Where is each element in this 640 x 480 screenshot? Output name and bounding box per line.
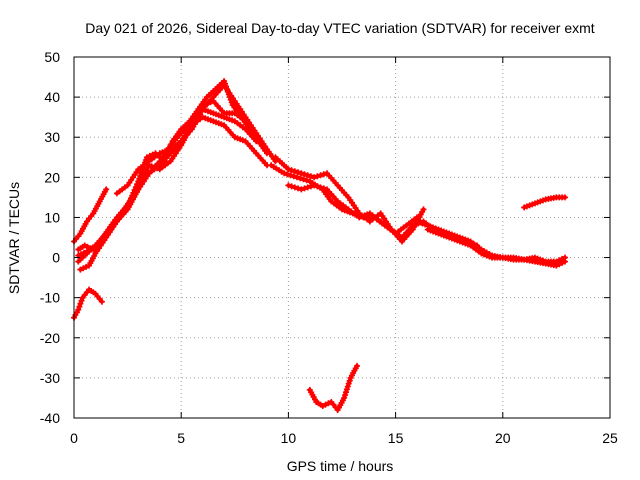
y-tick-label: -20 — [40, 330, 60, 346]
data-point — [75, 306, 82, 313]
x-tick-label: 25 — [602, 430, 618, 446]
data-point — [291, 184, 298, 191]
plot-frame — [73, 56, 611, 419]
chart-title: Day 021 of 2026, Sidereal Day-to-day VTE… — [85, 20, 594, 36]
data-track — [521, 194, 568, 211]
data-point — [314, 173, 321, 180]
data-point — [76, 303, 83, 310]
data-point — [295, 169, 301, 176]
data-point — [344, 383, 351, 390]
data-point — [562, 258, 568, 265]
data-track — [75, 78, 270, 259]
data-point — [78, 297, 85, 304]
data-point — [562, 194, 568, 201]
data-track — [424, 226, 568, 269]
x-tick-label: 5 — [177, 430, 185, 446]
data-point — [307, 183, 314, 190]
grid-lines — [74, 57, 610, 418]
data-point — [98, 298, 105, 305]
data-point — [291, 168, 298, 175]
data-point — [311, 174, 318, 181]
data-point — [314, 183, 321, 190]
data-track — [306, 362, 360, 413]
data-point — [346, 377, 353, 384]
data-point — [285, 182, 292, 189]
data-point — [343, 389, 349, 396]
data-point — [320, 171, 327, 178]
x-tick-label: 20 — [495, 430, 511, 446]
data-point — [304, 172, 311, 179]
y-tick-label: 30 — [44, 129, 60, 145]
data-point — [300, 176, 307, 183]
y-tick-label: -10 — [40, 290, 60, 306]
data-point — [295, 185, 301, 192]
y-tick-label: 40 — [44, 89, 60, 105]
data-point — [345, 380, 352, 387]
data-point — [297, 175, 304, 182]
data-point — [285, 166, 292, 173]
data-point — [290, 173, 297, 180]
data-track — [113, 82, 279, 197]
data-point — [288, 183, 295, 190]
y-tick-label: -40 — [40, 410, 60, 426]
data-point — [298, 186, 305, 193]
y-tick-label: 20 — [44, 169, 60, 185]
x-tick-label: 10 — [281, 430, 297, 446]
y-tick-label: 0 — [52, 250, 60, 266]
data-point — [342, 392, 349, 399]
data-point — [317, 184, 324, 191]
axis-ticks: 0 5 10 15 20 25 -40 -30 -20 -10 0 10 20 30 40 50 — [40, 49, 618, 446]
y-tick-label: 50 — [44, 49, 60, 65]
data-point — [354, 362, 360, 369]
data-point — [303, 177, 310, 184]
data-point — [304, 184, 311, 191]
data-track — [71, 186, 110, 245]
data-point — [301, 171, 308, 178]
data-point — [307, 173, 314, 180]
data-point — [294, 174, 300, 181]
data-track — [71, 286, 105, 321]
y-tick-label: 10 — [44, 209, 60, 225]
data-point — [281, 170, 288, 177]
data-series — [71, 78, 568, 413]
data-point — [301, 185, 308, 192]
data-point — [317, 172, 324, 179]
data-point — [284, 171, 291, 178]
x-tick-label: 15 — [388, 430, 404, 446]
data-point — [311, 182, 318, 189]
data-point — [298, 170, 305, 177]
y-axis-label: SDTVAR / TECUs — [6, 182, 22, 294]
data-point — [320, 185, 327, 192]
y-tick-label: -30 — [40, 370, 60, 386]
data-point — [287, 172, 294, 179]
data-point — [288, 167, 295, 174]
data-point — [103, 186, 110, 193]
data-point — [420, 206, 427, 213]
x-tick-label: 0 — [70, 430, 78, 446]
x-axis-label: GPS time / hours — [287, 458, 394, 474]
data-point — [77, 300, 84, 307]
